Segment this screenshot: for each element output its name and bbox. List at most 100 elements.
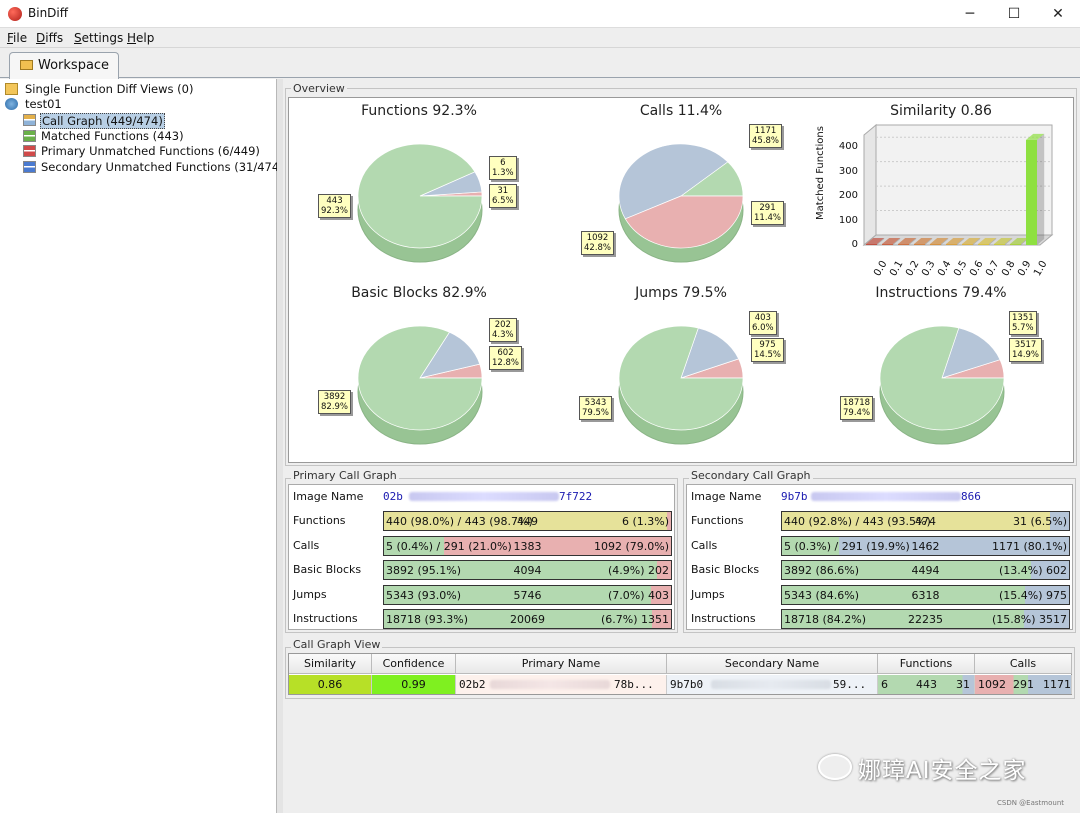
functions-label-primary: 6 1.3% — [489, 156, 517, 180]
matched-segment — [782, 610, 1024, 628]
secondary-image-name-label: Image Name — [691, 490, 762, 503]
bar-left-text: 5 (0.4%) / 291 (21.0%) — [386, 539, 512, 553]
stat-bar[interactable]: 5343 (93.0%) 5746 (7.0%) 403 — [383, 584, 672, 605]
similarity-bar-top-0.9 — [1010, 238, 1029, 245]
jumps-label-matched: 5343 79.5% — [579, 396, 613, 420]
col-secondary-name[interactable]: Secondary Name — [667, 654, 878, 674]
stat-bar[interactable]: 18718 (84.2%) 22235 (15.8%) 3517 — [781, 609, 1070, 629]
similarity-y-tick: 300 — [838, 165, 858, 177]
secondary-row-functions: Functions 440 (92.8%) / 443 (93.5%) 474 31 … — [687, 509, 1072, 533]
unmatched-segment — [1023, 610, 1069, 628]
matched-slice — [357, 143, 483, 249]
stat-bar[interactable]: 18718 (93.3%) 20069 (6.7%) 1351 — [383, 609, 672, 629]
cell-functions[interactable]: 6 443 31 — [878, 675, 975, 694]
stat-bar[interactable]: 3892 (95.1%) 4094 (4.9%) 202 — [383, 560, 672, 580]
secondary-row-jumps: Jumps 5343 (84.6%) 6318 (15.4%) 975 — [687, 583, 1072, 607]
functions-label-matched: 443 92.3% — [318, 194, 352, 218]
instructions-label-primary: 1351 5.7% — [1009, 311, 1037, 335]
bar-right-text: (7.0%) 403 — [607, 588, 669, 602]
similarity-bar-side-0.3 — [925, 238, 933, 245]
col-functions[interactable]: Functions — [878, 654, 975, 674]
instructions-label-matched: 18718 79.4% — [840, 396, 874, 420]
primary-row-jumps: Jumps 5343 (93.0%) 5746 (7.0%) 403 — [289, 583, 674, 607]
cell-primary-name[interactable]: 02b2 78b... — [456, 675, 667, 694]
primary-row-functions: Functions 440 (98.0%) / 443 (98.7%) 449 6 (… — [289, 509, 674, 533]
menu-file[interactable]: File — [7, 31, 28, 45]
wechat-logo-icon — [818, 754, 852, 780]
similarity-bar-side-0.7 — [989, 238, 997, 245]
tab-workspace[interactable]: Workspace — [9, 52, 119, 79]
menu-diffs[interactable]: Diffs — [36, 31, 64, 45]
matched-segment — [782, 536, 840, 555]
functions-pie — [357, 143, 483, 263]
workspace-tree: Single Function Diff Views (0) test01 Ca… — [0, 79, 284, 813]
similarity-bar-chart — [862, 123, 1054, 247]
col-similarity[interactable]: Similarity — [289, 654, 372, 674]
similarity-bar-side-0.8 — [1005, 238, 1013, 245]
calls-label-primary: 1092 42.8% — [581, 231, 615, 255]
similarity-y-tick: 200 — [838, 190, 858, 202]
primary-unmatched-slice — [624, 195, 744, 249]
similarity-bar-top-1.0 — [1026, 133, 1045, 140]
stat-bar[interactable]: 5 (0.3%) / 291 (19.9%) 1462 1171 (80.1%) — [781, 535, 1070, 556]
overview-charts: Functions 92.3% Calls 11.4% Similarity 0… — [288, 97, 1074, 463]
row-label: Basic Blocks — [691, 563, 760, 576]
similarity-bar-top-0.0 — [866, 238, 885, 245]
matched-segment — [384, 610, 652, 628]
stat-bar[interactable]: 5343 (84.6%) 6318 (15.4%) 975 — [781, 584, 1070, 605]
matched-segment — [782, 561, 1031, 579]
similarity-bar-0.8 — [994, 244, 1005, 245]
similarity-bar-side-0.4 — [941, 238, 949, 245]
menu-settings[interactable]: Settings — [74, 31, 124, 45]
cell-secondary-name[interactable]: 9b7b0 59... — [667, 675, 878, 694]
cell-similarity[interactable]: 0.86 — [289, 675, 372, 694]
bar-total-text: 6318 — [911, 588, 940, 602]
similarity-y-tick: 0 — [851, 239, 858, 250]
call-graph-view-group — [285, 647, 1075, 699]
secondary-call-graph-table: Image Name 9b7b 866 Functions 440 (92.8%)… — [686, 484, 1073, 630]
col-confidence[interactable]: Confidence — [372, 654, 456, 674]
similarity-bar-0.1 — [882, 244, 893, 245]
bar-right-text: (15.8%) 3517 — [991, 613, 1067, 626]
cell-confidence[interactable]: 0.99 — [372, 675, 456, 694]
instructions-pie — [879, 325, 1005, 445]
close-button[interactable]: ✕ — [1052, 6, 1064, 22]
bar-right-text: (15.4%) 975 — [998, 588, 1067, 602]
bindiff-app-icon — [8, 7, 22, 21]
primary-unmatched-icon — [23, 145, 36, 157]
splitter-handle[interactable] — [277, 79, 283, 813]
maximize-button[interactable]: ☐ — [1007, 6, 1021, 22]
matched-slice — [879, 325, 1005, 431]
row-label: Calls — [293, 538, 320, 552]
bar-right-text: (6.7%) 1351 — [600, 613, 669, 626]
folder-icon — [5, 83, 18, 95]
unmatched-segment — [651, 610, 671, 628]
stat-bar[interactable]: 3892 (86.6%) 4494 (13.4%) 602 — [781, 560, 1070, 580]
stat-bar[interactable]: 440 (92.8%) / 443 (93.5%) 474 31 (6.5%) — [781, 511, 1070, 531]
secondary-call-graph-title: Secondary Call Graph — [689, 469, 813, 482]
secondary-image-name-prefix: 9b7b — [781, 490, 808, 503]
similarity-chart-title: Similarity 0.86 — [890, 103, 992, 119]
stat-bar[interactable]: 440 (98.0%) / 443 (98.7%) 449 6 (1.3%) — [383, 511, 672, 531]
bar-left-text: 440 (92.8%) / 443 (93.5%) — [784, 515, 931, 528]
bar-total-text: 4094 — [513, 564, 542, 577]
menu-help[interactable]: Help — [127, 31, 155, 45]
calls-label-secondary: 1171 45.8% — [749, 124, 783, 148]
redacted-name — [490, 680, 610, 689]
cell-calls[interactable]: 1092 291 1171 — [975, 675, 1072, 694]
similarity-bar-0.0 — [866, 244, 877, 245]
instructions-label-secondary: 3517 14.9% — [1009, 338, 1043, 362]
primary-image-name-prefix: 02b — [383, 490, 403, 503]
stat-bar[interactable]: 5 (0.4%) / 291 (21.0%) 1383 1092 (79.0%) — [383, 535, 672, 556]
bar-right-text: (13.4%) 602 — [998, 564, 1067, 577]
bar-right-text: 1092 (79.0%) — [593, 539, 669, 553]
col-primary-name[interactable]: Primary Name — [456, 654, 667, 674]
csdn-watermark: CSDN @Eastmount — [997, 799, 1065, 807]
secondary-row-instructions: Instructions 18718 (84.2%) 22235 (15.8%) 35… — [687, 607, 1072, 631]
minimize-button[interactable]: ─ — [965, 6, 975, 22]
similarity-bar-top-0.5 — [946, 238, 965, 245]
col-calls[interactable]: Calls — [975, 654, 1072, 674]
similarity-bar-0.6 — [962, 244, 973, 245]
bar-total-text: 4494 — [911, 564, 940, 577]
similarity-bar-top-0.8 — [994, 238, 1013, 245]
